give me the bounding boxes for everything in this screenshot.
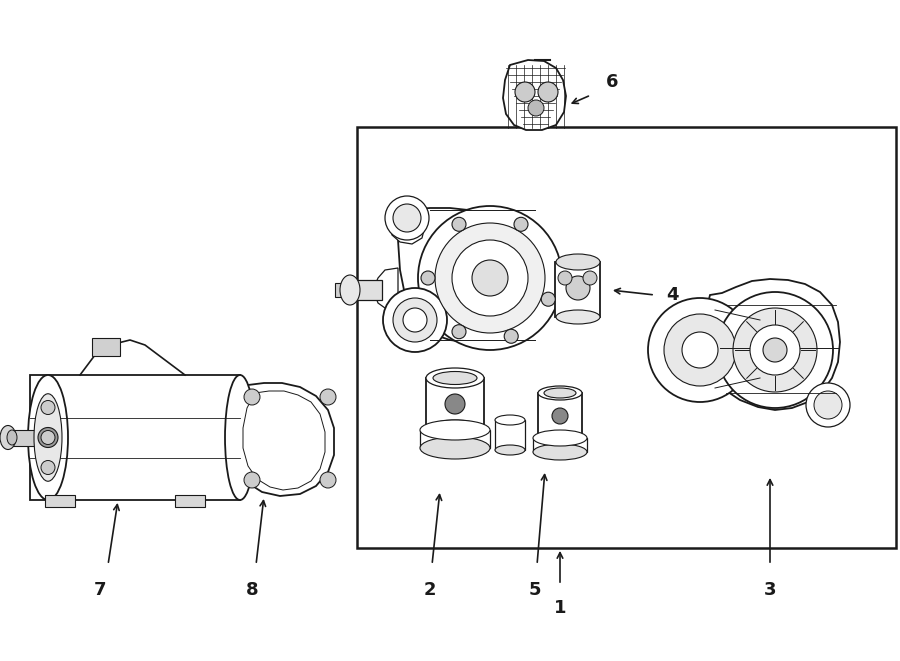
Ellipse shape xyxy=(533,430,587,446)
Polygon shape xyxy=(375,268,398,310)
Polygon shape xyxy=(243,391,325,490)
Circle shape xyxy=(682,332,718,368)
Ellipse shape xyxy=(538,386,582,400)
Circle shape xyxy=(244,389,260,405)
Ellipse shape xyxy=(420,420,490,440)
Circle shape xyxy=(452,325,466,338)
Text: 7: 7 xyxy=(94,581,106,599)
Text: 2: 2 xyxy=(424,581,436,599)
Circle shape xyxy=(41,430,55,444)
Polygon shape xyxy=(705,279,840,410)
Circle shape xyxy=(472,260,508,296)
Bar xyxy=(538,393,582,438)
Circle shape xyxy=(514,217,528,231)
Circle shape xyxy=(393,204,421,232)
Circle shape xyxy=(763,338,787,362)
Polygon shape xyxy=(398,208,537,342)
Polygon shape xyxy=(390,208,425,244)
Bar xyxy=(30,375,240,500)
Bar xyxy=(555,262,600,317)
Polygon shape xyxy=(535,258,558,310)
Ellipse shape xyxy=(433,371,477,385)
Circle shape xyxy=(664,314,736,386)
Ellipse shape xyxy=(556,310,600,324)
Circle shape xyxy=(452,217,466,231)
Ellipse shape xyxy=(426,420,484,440)
Polygon shape xyxy=(233,383,334,496)
Ellipse shape xyxy=(495,445,525,455)
Text: 6: 6 xyxy=(606,73,618,91)
Circle shape xyxy=(538,82,558,102)
Bar xyxy=(420,430,490,448)
Circle shape xyxy=(583,271,597,285)
Circle shape xyxy=(393,298,437,342)
Circle shape xyxy=(566,276,590,300)
Ellipse shape xyxy=(556,254,600,270)
Circle shape xyxy=(38,428,58,447)
Circle shape xyxy=(244,472,260,488)
Circle shape xyxy=(528,100,544,116)
Bar xyxy=(495,420,525,450)
Circle shape xyxy=(541,292,555,306)
Bar xyxy=(352,280,382,300)
Circle shape xyxy=(750,325,800,375)
Ellipse shape xyxy=(420,437,490,459)
Circle shape xyxy=(41,401,55,414)
Ellipse shape xyxy=(7,430,17,445)
Circle shape xyxy=(814,391,842,419)
Circle shape xyxy=(552,408,568,424)
Ellipse shape xyxy=(340,275,360,305)
Ellipse shape xyxy=(28,375,68,500)
Ellipse shape xyxy=(34,394,62,481)
Circle shape xyxy=(320,389,336,405)
Circle shape xyxy=(445,394,465,414)
Circle shape xyxy=(806,383,850,427)
Bar xyxy=(45,495,75,507)
Circle shape xyxy=(418,206,562,350)
Circle shape xyxy=(717,292,833,408)
Circle shape xyxy=(452,240,528,316)
Bar xyxy=(92,338,120,356)
Bar xyxy=(426,378,484,430)
Circle shape xyxy=(648,298,752,402)
Ellipse shape xyxy=(426,368,484,388)
Circle shape xyxy=(733,308,817,392)
Circle shape xyxy=(435,223,545,333)
Text: 4: 4 xyxy=(666,286,679,304)
Ellipse shape xyxy=(225,375,255,500)
Text: 8: 8 xyxy=(246,581,258,599)
Circle shape xyxy=(504,329,518,343)
Circle shape xyxy=(383,288,447,352)
Circle shape xyxy=(403,308,427,332)
Circle shape xyxy=(515,82,535,102)
Ellipse shape xyxy=(538,431,582,445)
Ellipse shape xyxy=(0,426,16,449)
Bar xyxy=(533,438,587,452)
Text: 1: 1 xyxy=(554,599,566,617)
Polygon shape xyxy=(503,60,566,130)
Bar xyxy=(175,495,205,507)
Ellipse shape xyxy=(544,388,576,398)
Ellipse shape xyxy=(533,444,587,460)
Bar xyxy=(357,127,896,548)
Bar xyxy=(8,430,36,446)
Circle shape xyxy=(320,472,336,488)
Circle shape xyxy=(385,196,429,240)
Circle shape xyxy=(41,461,55,475)
Bar xyxy=(335,283,357,297)
Text: 5: 5 xyxy=(529,581,541,599)
Circle shape xyxy=(421,271,435,285)
Circle shape xyxy=(558,271,572,285)
Ellipse shape xyxy=(495,415,525,425)
Text: 3: 3 xyxy=(764,581,776,599)
